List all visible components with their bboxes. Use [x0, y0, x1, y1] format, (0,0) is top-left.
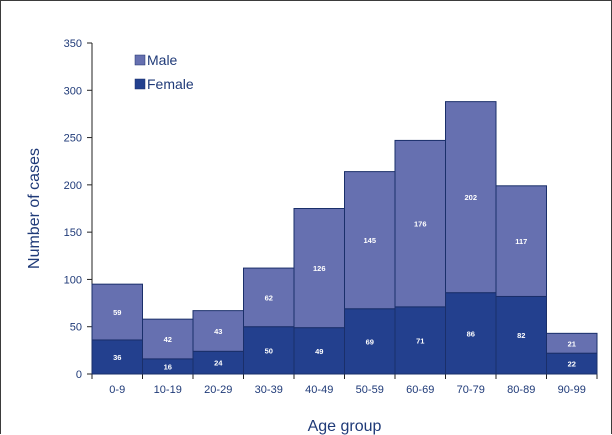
y-tick-label: 200 — [64, 180, 82, 192]
bar-male — [293, 208, 345, 329]
data-label-female: 36 — [113, 353, 121, 362]
y-tick-label: 0 — [76, 369, 82, 381]
data-label-male: 59 — [113, 308, 121, 317]
legend-swatch-female — [134, 78, 146, 90]
x-tick-label: 0-9 — [109, 384, 125, 396]
bar-female — [394, 306, 446, 375]
data-label-male: 176 — [414, 220, 427, 229]
data-label-female: 50 — [265, 346, 273, 355]
data-label-female: 82 — [517, 331, 525, 340]
data-label-male: 43 — [214, 327, 222, 336]
bar-male — [546, 332, 598, 354]
bar-male — [91, 283, 143, 341]
bar-male — [142, 318, 194, 360]
bar-female — [445, 292, 497, 375]
data-label-female: 49 — [315, 347, 323, 356]
y-tick-label: 350 — [64, 38, 82, 50]
bar-male — [445, 101, 497, 294]
x-tick-label: 10-19 — [154, 384, 182, 396]
bar-female — [293, 327, 345, 375]
x-tick-label: 90-99 — [558, 384, 586, 396]
data-label-female: 69 — [366, 337, 374, 346]
data-label-male: 117 — [515, 237, 527, 246]
bar-male — [495, 185, 547, 297]
data-label-male: 202 — [464, 193, 477, 202]
y-axis: 0 50 100 150 200 250 300 350 — [64, 38, 93, 381]
y-tick-label: 50 — [70, 322, 82, 334]
y-tick-label: 150 — [64, 227, 82, 239]
legend: Male Female — [134, 52, 194, 92]
bar-male — [192, 310, 244, 352]
data-label-male: 145 — [363, 236, 376, 245]
data-label-male: 21 — [568, 339, 576, 348]
data-label-female: 24 — [214, 359, 223, 368]
x-axis-title: Age group — [308, 418, 382, 435]
x-tick-label: 70-79 — [457, 384, 485, 396]
data-label-male: 62 — [265, 293, 273, 302]
x-tick-label: 80-89 — [507, 384, 535, 396]
y-tick-label: 100 — [64, 274, 82, 286]
x-tick-label: 20-29 — [204, 384, 232, 396]
legend-label-male: Male — [147, 52, 178, 68]
x-tick-label: 30-39 — [255, 384, 283, 396]
x-axis: 0-9 10-19 20-29 30-39 40-49 50-59 60-69 70-79 80… — [91, 373, 598, 396]
data-label-male: 126 — [313, 264, 326, 273]
legend-swatch-male — [134, 54, 146, 66]
data-label-female: 22 — [568, 360, 576, 369]
bar-female — [344, 308, 396, 375]
data-label-female: 71 — [416, 336, 424, 345]
bars: 36 59 16 42 24 43 50 62 49 126 69 145 71 176 86 202 82 11… — [91, 101, 598, 375]
data-label-female: 86 — [467, 329, 475, 338]
bar-male — [344, 171, 396, 310]
y-tick-label: 300 — [64, 85, 82, 97]
data-label-male: 42 — [164, 335, 172, 344]
data-label-female: 16 — [164, 362, 172, 371]
legend-label-female: Female — [147, 76, 194, 92]
x-tick-label: 40-49 — [305, 384, 333, 396]
y-axis-title: Number of cases — [26, 148, 43, 269]
bar-female — [243, 326, 295, 375]
y-tick-label: 250 — [64, 133, 82, 145]
bar-female — [495, 295, 547, 375]
x-tick-label: 50-59 — [356, 384, 384, 396]
bar-male — [394, 139, 446, 308]
x-tick-label: 60-69 — [406, 384, 434, 396]
